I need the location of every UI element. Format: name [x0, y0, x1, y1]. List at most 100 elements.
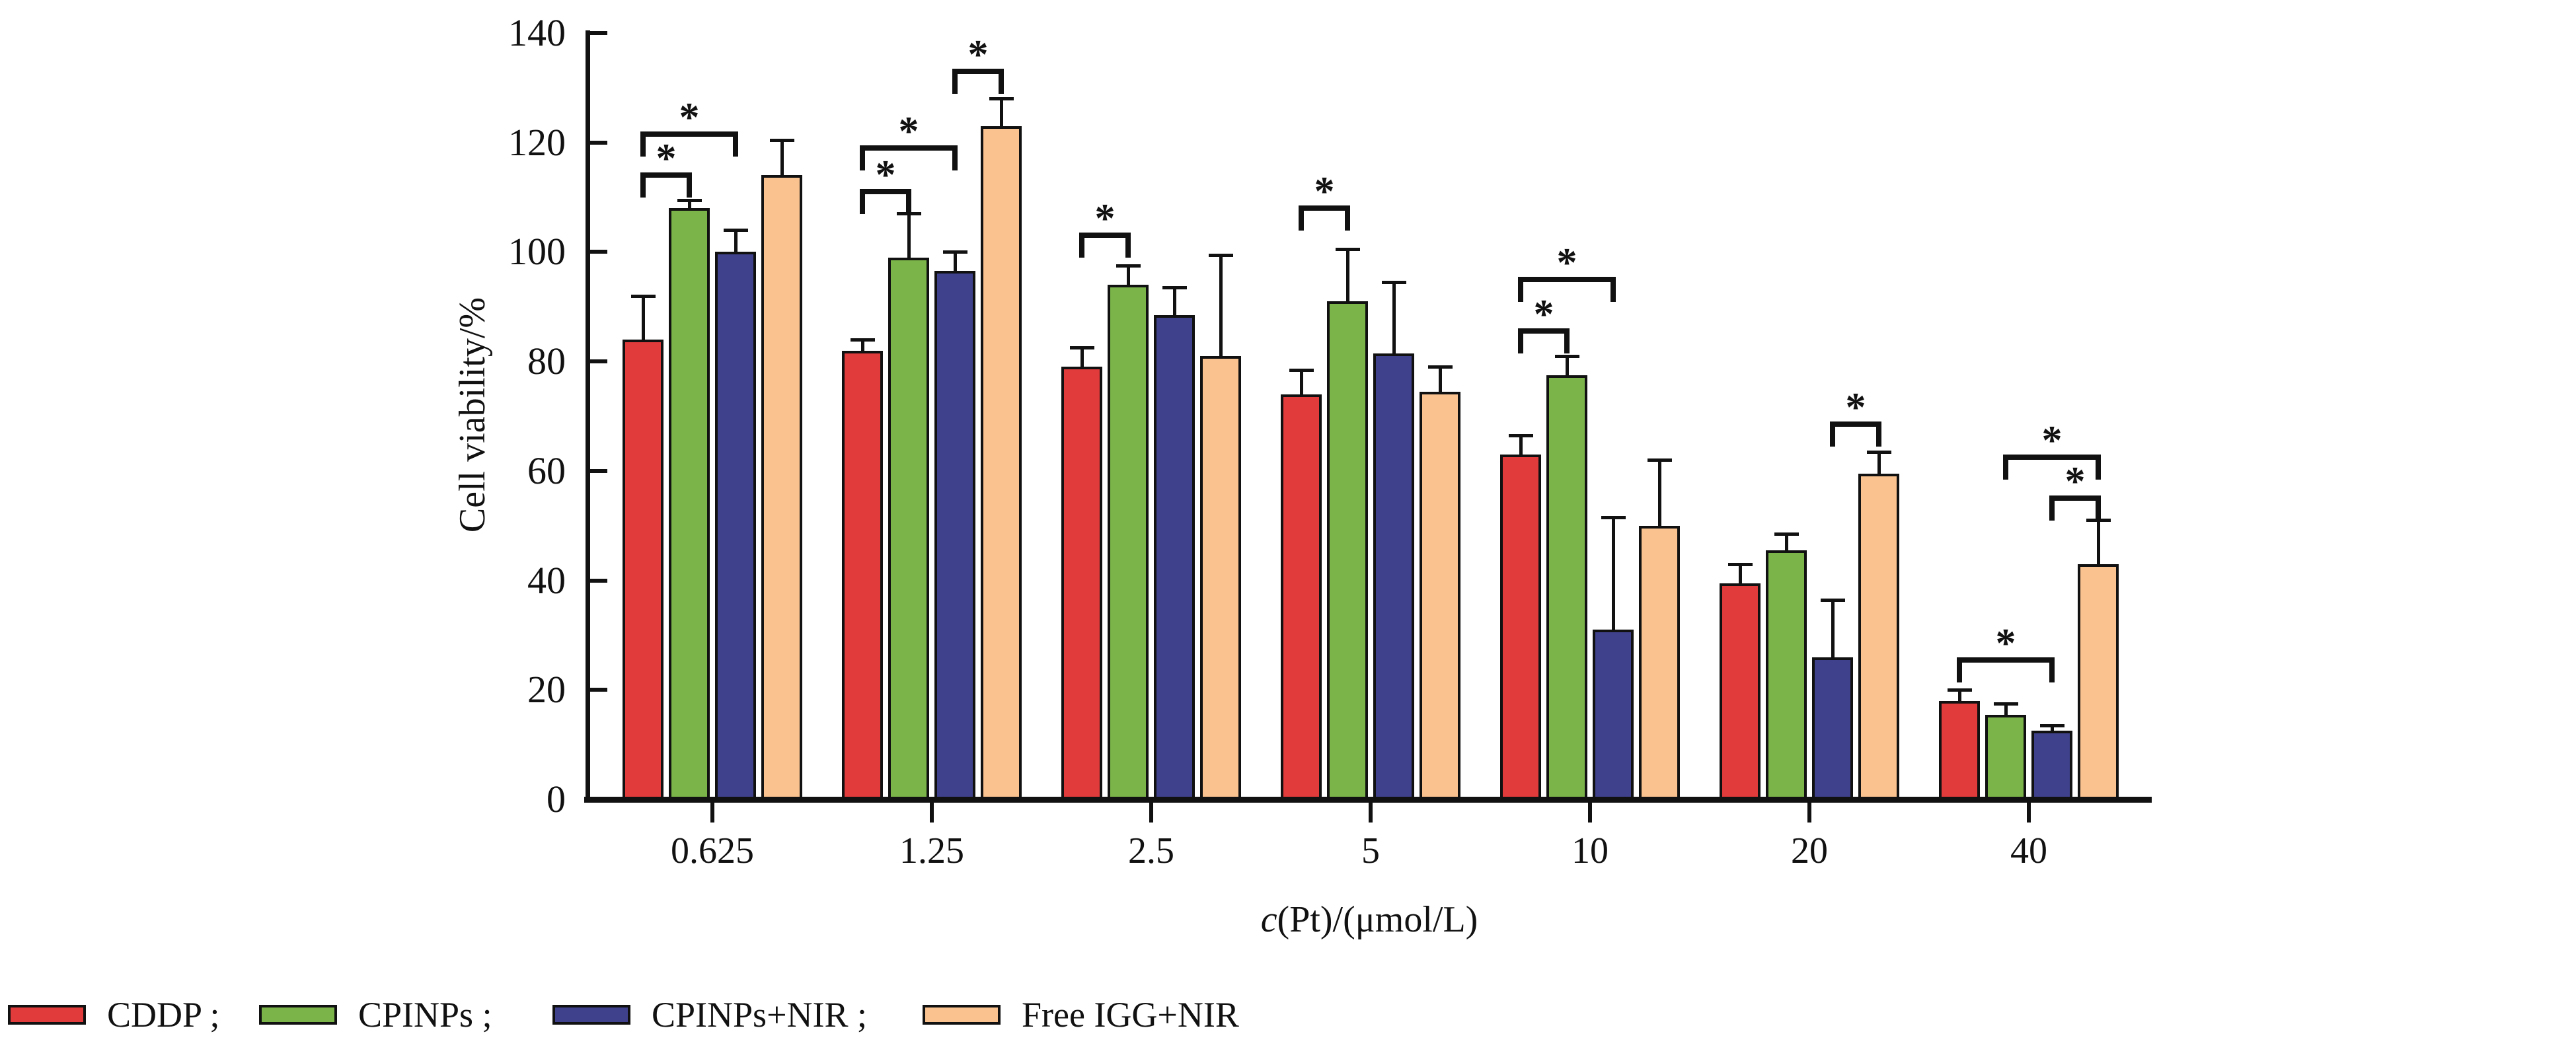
y-tick [590, 797, 607, 801]
error-bar-CPINPs+NIR-5 [1392, 282, 1396, 353]
x-tick-label: 20 [1791, 830, 1828, 871]
bar-CPINPs+NIR-10 [1593, 630, 1634, 799]
error-bar-cap [1428, 365, 1453, 369]
error-bar-cap [1509, 434, 1533, 437]
error-bar-Free IGG+NIR-40 [2097, 520, 2100, 564]
sig-star: * [1314, 169, 1335, 214]
x-tick [1369, 803, 1373, 823]
error-bar-cap [1555, 354, 1579, 358]
error-bar-Free IGG+NIR-10 [1658, 460, 1661, 526]
sig-bracket-end [906, 189, 911, 215]
error-bar-CPINPs+NIR-10 [1612, 517, 1615, 630]
error-bar-cap [1289, 368, 1314, 372]
bar-CPINPs-10 [1546, 375, 1587, 799]
sig-bracket-end [1610, 276, 1616, 302]
error-bar-CDDP-20 [1739, 564, 1742, 583]
y-tick-label: 120 [508, 120, 566, 164]
legend-swatch-cddp [8, 1005, 86, 1025]
sig-bracket-end [640, 172, 646, 198]
error-bar-cap [851, 338, 875, 342]
x-tick-label: 40 [2010, 830, 2047, 871]
sig-bracket-end [2003, 455, 2008, 480]
bar-Free IGG+NIR-10 [1639, 525, 1680, 799]
error-bar-Free IGG+NIR-0.625 [780, 139, 784, 176]
sig-bracket-bar [860, 189, 911, 195]
y-tick [590, 359, 607, 364]
legend-label-cpinps-nir: CPINPs+NIR ; [652, 995, 868, 1035]
bar-CDDP-20 [1720, 583, 1761, 799]
y-tick-label: 80 [527, 340, 566, 383]
sig-bracket-end [2096, 495, 2101, 521]
error-bar-cap [1209, 253, 1233, 257]
x-tick-label: 2.5 [1128, 830, 1174, 871]
bar-CDDP-0.625 [623, 340, 663, 799]
sig-bracket-bar [2049, 495, 2101, 501]
bar-CPINPs+NIR-40 [2031, 731, 2072, 799]
bar-CPINPs+NIR-20 [1812, 657, 1853, 799]
sig-bracket-end [1564, 328, 1570, 354]
sig-bracket-end [860, 189, 865, 215]
sig-bracket-end [687, 172, 692, 198]
bar-CDDP-2.5 [1061, 367, 1102, 799]
x-axis-title: c(Pt)/(μmol/L) [1105, 899, 1634, 941]
bar-CPINPs-1.25 [888, 257, 929, 799]
sig-star: * [2041, 418, 2063, 463]
sig-bracket-end [1345, 205, 1350, 231]
error-bar-cap [1821, 598, 1845, 602]
error-bar-CPINPs-40 [2004, 704, 2008, 715]
sig-bracket-end [952, 145, 958, 170]
sig-star: * [1533, 292, 1554, 338]
legend-item-cddp: CDDP ; [8, 997, 220, 1033]
x-tick-label: 10 [1572, 830, 1609, 871]
x-tick [930, 803, 934, 823]
error-bar-CDDP-0.625 [642, 295, 645, 340]
y-tick-label: 20 [527, 668, 566, 712]
legend-swatch-cpinps [259, 1005, 337, 1025]
error-bar-cap [943, 250, 967, 254]
error-bar-cap [1867, 450, 1891, 454]
sig-bracket-bar [860, 145, 958, 151]
bar-CPINPs-5 [1327, 301, 1368, 799]
sig-bracket-end [733, 131, 738, 157]
error-bar-CPINPs-10 [1566, 355, 1569, 375]
sig-star: * [1556, 240, 1577, 285]
sig-star: * [1094, 196, 1116, 242]
error-bar-cap [989, 97, 1014, 101]
y-tick [590, 250, 607, 254]
legend-label-cpinps: CPINPs ; [358, 995, 492, 1035]
error-bar-CPINPs-2.5 [1127, 266, 1130, 285]
sig-bracket-end [952, 68, 958, 94]
error-bar-CDDP-10 [1519, 435, 1523, 455]
bar-CPINPs-40 [1985, 714, 2026, 799]
bar-CPINPs+NIR-0.625 [715, 252, 756, 799]
bar-CPINPs-2.5 [1108, 285, 1149, 799]
x-tick [1588, 803, 1592, 823]
bar-CDDP-40 [1939, 700, 1980, 799]
error-bar-CDDP-2.5 [1080, 348, 1084, 367]
error-bar-CPINPs+NIR-20 [1831, 599, 1835, 657]
sig-bracket-end [1830, 421, 1835, 447]
error-bar-cap [1070, 346, 1094, 350]
sig-bracket-bar [2003, 455, 2101, 460]
error-bar-CDDP-5 [1300, 369, 1303, 394]
x-tick [1149, 803, 1153, 823]
sig-bracket-end [999, 68, 1004, 94]
error-bar-cap [2040, 724, 2065, 728]
error-bar-CPINPs+NIR-0.625 [734, 230, 738, 252]
sig-bracket-bar [640, 172, 692, 178]
sig-bracket-end [1299, 205, 1304, 231]
error-bar-cap [770, 138, 794, 142]
sig-star: * [679, 95, 700, 141]
error-bar-cap [2086, 519, 2111, 523]
sig-bracket-end [1518, 328, 1523, 354]
bar-Free IGG+NIR-20 [1858, 474, 1899, 799]
error-bar-CPINPs+NIR-1.25 [954, 252, 957, 272]
error-bar-CPINPs+NIR-2.5 [1173, 287, 1176, 315]
sig-bracket-end [2049, 495, 2055, 521]
y-tick [590, 468, 607, 473]
y-tick [590, 31, 607, 35]
error-bar-cap [677, 198, 702, 202]
sig-bracket-end [1876, 421, 1881, 447]
sig-bracket-end [1518, 276, 1523, 302]
